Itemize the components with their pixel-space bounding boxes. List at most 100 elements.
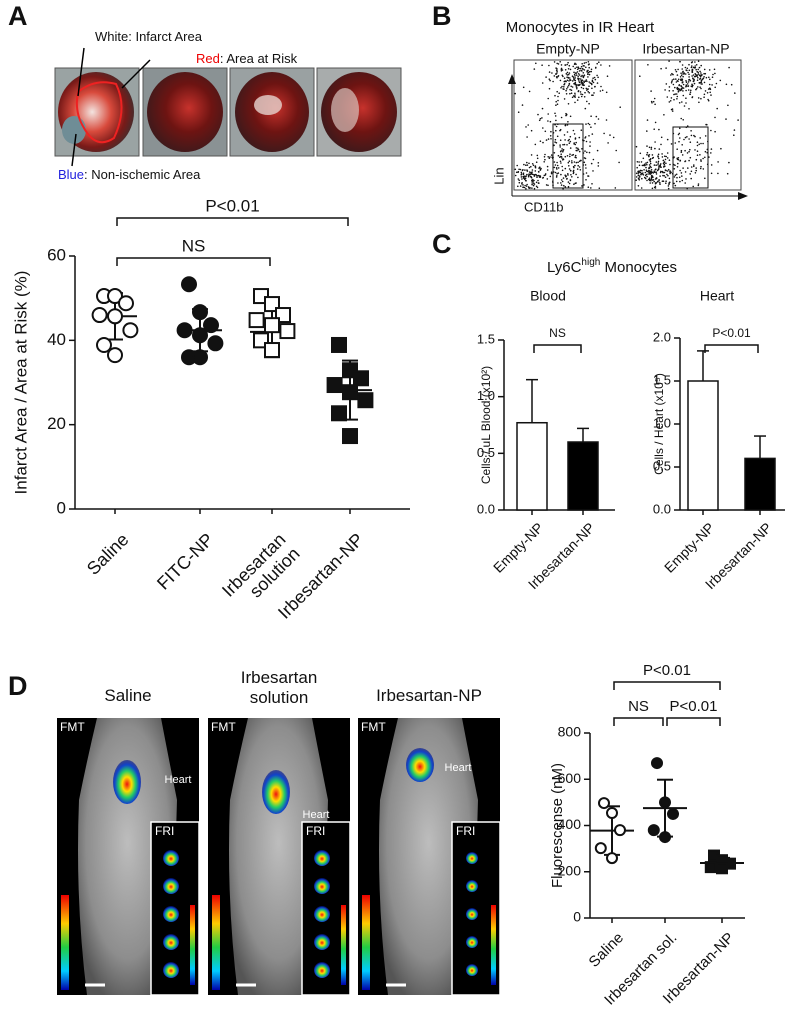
- flow-event: [533, 175, 536, 177]
- y-axis-label: Cells / Heart (x10⁵): [652, 373, 666, 475]
- flow-event: [664, 165, 666, 167]
- flow-event: [572, 76, 575, 78]
- flow-event: [563, 134, 566, 136]
- flow-event: [670, 82, 673, 84]
- flow-event: [684, 160, 687, 162]
- significance-bracket: [704, 344, 759, 353]
- flow-event: [556, 175, 558, 177]
- y-tick-label: 200: [558, 862, 582, 878]
- flow-event: [695, 88, 697, 91]
- flow-event: [592, 158, 595, 161]
- flow-event: [689, 141, 692, 143]
- flow-event: [583, 161, 586, 164]
- flow-event: [568, 64, 571, 67]
- flow-event: [693, 79, 695, 82]
- flow-event: [694, 172, 697, 174]
- panel-label: B: [432, 1, 452, 31]
- flow-event: [586, 100, 588, 103]
- flow-event: [691, 65, 693, 67]
- flow-event: [584, 150, 586, 152]
- flow-event: [582, 87, 585, 90]
- flow-event: [543, 156, 546, 158]
- flow-event: [635, 179, 637, 181]
- flow-event: [532, 178, 534, 181]
- flow-event: [661, 156, 664, 158]
- flow-event: [580, 80, 583, 83]
- flow-event: [548, 78, 551, 80]
- flow-event: [655, 164, 657, 166]
- arrow: [71, 133, 77, 167]
- flow-event: [648, 164, 651, 166]
- flow-event: [669, 172, 671, 175]
- data-point: [107, 288, 123, 305]
- data-point: [659, 831, 671, 844]
- flow-event: [608, 65, 611, 67]
- flow-event: [642, 157, 645, 160]
- flow-event: [675, 93, 678, 95]
- flow-event: [703, 68, 706, 71]
- flow-event: [667, 187, 670, 190]
- flow-event: [554, 94, 556, 97]
- flow-panel-label: Empty-NP: [536, 41, 600, 57]
- flow-event: [702, 168, 705, 170]
- flow-event: [711, 76, 714, 78]
- flow-event: [697, 184, 700, 187]
- flow-event: [518, 168, 520, 171]
- flow-event: [578, 96, 580, 99]
- flow-event: [673, 93, 675, 96]
- flow-event: [645, 162, 647, 164]
- flow-event: [536, 174, 538, 177]
- flow-event: [570, 92, 573, 94]
- flow-event: [587, 73, 589, 75]
- flow-event: [649, 162, 652, 165]
- flow-event: [667, 168, 670, 171]
- flow-event: [707, 99, 710, 102]
- organ-label: Heart: [303, 809, 330, 821]
- modality-label: FRI: [155, 824, 174, 838]
- flow-event: [669, 163, 671, 166]
- flow-event: [694, 61, 696, 63]
- flow-event: [682, 73, 684, 75]
- flow-event: [648, 179, 651, 182]
- flow-event: [587, 63, 590, 66]
- flow-event: [590, 187, 592, 189]
- flow-event: [695, 158, 698, 161]
- flow-event: [699, 154, 701, 156]
- flow-event: [566, 63, 568, 66]
- flow-event: [588, 151, 591, 154]
- flow-event: [580, 95, 583, 98]
- flow-event: [522, 86, 525, 89]
- flow-event: [592, 77, 594, 79]
- flow-event: [592, 94, 594, 96]
- flow-event: [531, 169, 534, 171]
- flow-event: [570, 85, 572, 88]
- flow-event: [585, 66, 587, 69]
- flow-event: [679, 137, 681, 139]
- flow-event: [531, 187, 533, 189]
- flow-event: [662, 159, 665, 162]
- flow-event: [524, 179, 527, 182]
- flow-event: [539, 168, 542, 170]
- flow-event: [569, 169, 572, 172]
- flow-event: [691, 75, 693, 77]
- flow-event: [643, 163, 646, 166]
- flow-event: [576, 68, 579, 71]
- flow-event: [584, 107, 587, 110]
- flow-event: [574, 138, 577, 140]
- title-part: Ly6C: [547, 259, 582, 276]
- flow-event: [568, 72, 571, 74]
- flow-event: [660, 163, 662, 165]
- flow-event: [578, 80, 580, 82]
- flow-event: [649, 160, 652, 163]
- y-tick-label: 800: [558, 724, 582, 740]
- flow-event: [700, 64, 702, 67]
- flow-event: [541, 117, 543, 119]
- flow-event: [525, 126, 527, 128]
- flow-event: [676, 98, 678, 100]
- flow-event: [686, 136, 688, 138]
- flow-event: [519, 185, 522, 187]
- flow-event: [587, 175, 589, 177]
- flow-event: [678, 88, 681, 90]
- flow-event: [686, 125, 689, 127]
- flow-event: [538, 174, 540, 177]
